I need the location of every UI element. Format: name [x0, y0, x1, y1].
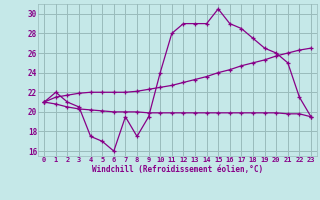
X-axis label: Windchill (Refroidissement éolien,°C): Windchill (Refroidissement éolien,°C)	[92, 165, 263, 174]
